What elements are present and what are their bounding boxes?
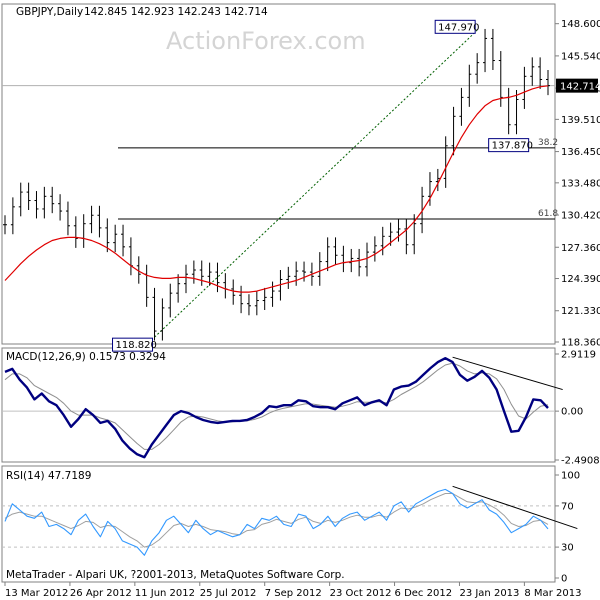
rsi-trendline	[452, 485, 578, 530]
watermark-text: ActionForex.com	[166, 27, 366, 55]
rsi-ytick-label: 100	[561, 471, 580, 482]
x-axis-label: 23 Jan 2013	[459, 588, 519, 599]
rsi-signal-line	[4, 493, 549, 548]
price-annotation-box	[112, 337, 154, 352]
fib-level-label: 38.2	[538, 138, 558, 148]
price-ytick-label: 124.390	[561, 274, 600, 285]
price-ytick-label: 133.480	[561, 178, 600, 189]
price-ytick-label: 139.510	[561, 115, 600, 126]
macd-ytick-label: 2.9119	[561, 350, 596, 361]
x-axis-label: 13 Mar 2012	[5, 588, 68, 599]
x-axis-label: 7 Sep 2012	[265, 588, 322, 599]
macd-main-line	[4, 357, 549, 459]
rsi-title: RSI(14) 47.7189	[6, 470, 91, 482]
macd-title: MACD(12,26,9) 0.1573 0.3294	[6, 351, 166, 363]
price-annotation-label: 137.870	[492, 141, 533, 152]
moving-average-line	[4, 85, 549, 293]
price-ytick-label: 127.360	[561, 243, 600, 254]
x-axis-label: 6 Dec 2012	[395, 588, 453, 599]
macd-trendline	[452, 356, 563, 391]
price-ytick-label: 136.450	[561, 147, 600, 158]
price-ytick-label: 130.420	[561, 211, 600, 222]
price-panel-frame	[1, 3, 556, 345]
price-layer: 38.2 61.8 147.970 137.870 118.820 148.600 145.…	[2, 19, 600, 352]
x-axis-label: 11 Jun 2012	[135, 588, 195, 599]
rsi-ytick-label: 70	[561, 501, 574, 512]
axis-layer: 13 Mar 2012 26 Apr 2012 11 Jun 2012 25 Jul …	[4, 582, 581, 599]
macd-layer: 2.9119 0.00 -2.4908	[2, 350, 600, 467]
price-ytick-label: 118.360	[561, 338, 600, 349]
last-price-tag-label: 142.714	[560, 82, 600, 93]
macd-panel-frame	[1, 347, 556, 463]
price-annotation-label: 118.820	[116, 340, 157, 351]
x-axis-label: 8 Mar 2013	[524, 588, 581, 599]
price-ytick-label: 145.540	[561, 51, 600, 62]
macd-ytick-label: -2.4908	[561, 456, 600, 467]
rsi-ytick-label: 30	[561, 543, 574, 554]
x-axis-label: 25 Jul 2012	[200, 588, 257, 599]
macd-ytick-label: 0.00	[561, 407, 583, 418]
ohlc-text: 142.845 142.923 142.243 142.714	[84, 6, 268, 18]
x-axis-label: 23 Oct 2012	[330, 588, 392, 599]
fib-level-label: 61.8	[538, 209, 558, 219]
price-annotation-label: 147.970	[438, 22, 479, 33]
x-axis-label: 26 Apr 2012	[70, 588, 132, 599]
price-ytick-label: 148.600	[561, 19, 600, 30]
price-annotation-box	[488, 138, 530, 153]
price-title: GBPJPY,Daily	[16, 6, 83, 18]
last-price-tag	[556, 78, 598, 93]
price-ytick-label: 121.330	[561, 306, 600, 317]
rsi-ytick-label: 0	[561, 574, 567, 585]
rsi-panel-frame	[1, 465, 556, 583]
rsi-line	[4, 488, 549, 556]
price-annotation-box	[434, 19, 476, 34]
rsi-layer: 100 70 30 0	[2, 471, 580, 585]
copyright-footer: MetaTrader - Alpari UK, ?2001-2013, Meta…	[6, 569, 345, 581]
